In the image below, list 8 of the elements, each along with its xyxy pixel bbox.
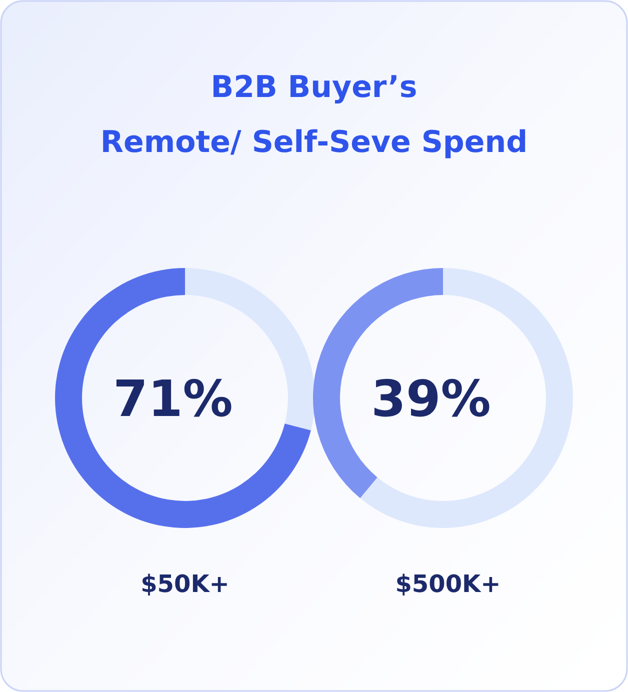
chart-title: B2B Buyer’s: [210, 70, 418, 105]
data-label: 39%: [371, 370, 491, 428]
data-label: 71%: [113, 370, 233, 428]
donut-slice: [360, 268, 573, 528]
chart-subtitle: Remote/ Self-Seve Spend: [100, 125, 528, 160]
text: $50K+: [140, 570, 230, 598]
text: $500K+: [395, 570, 501, 598]
donut-slice: [55, 268, 311, 528]
